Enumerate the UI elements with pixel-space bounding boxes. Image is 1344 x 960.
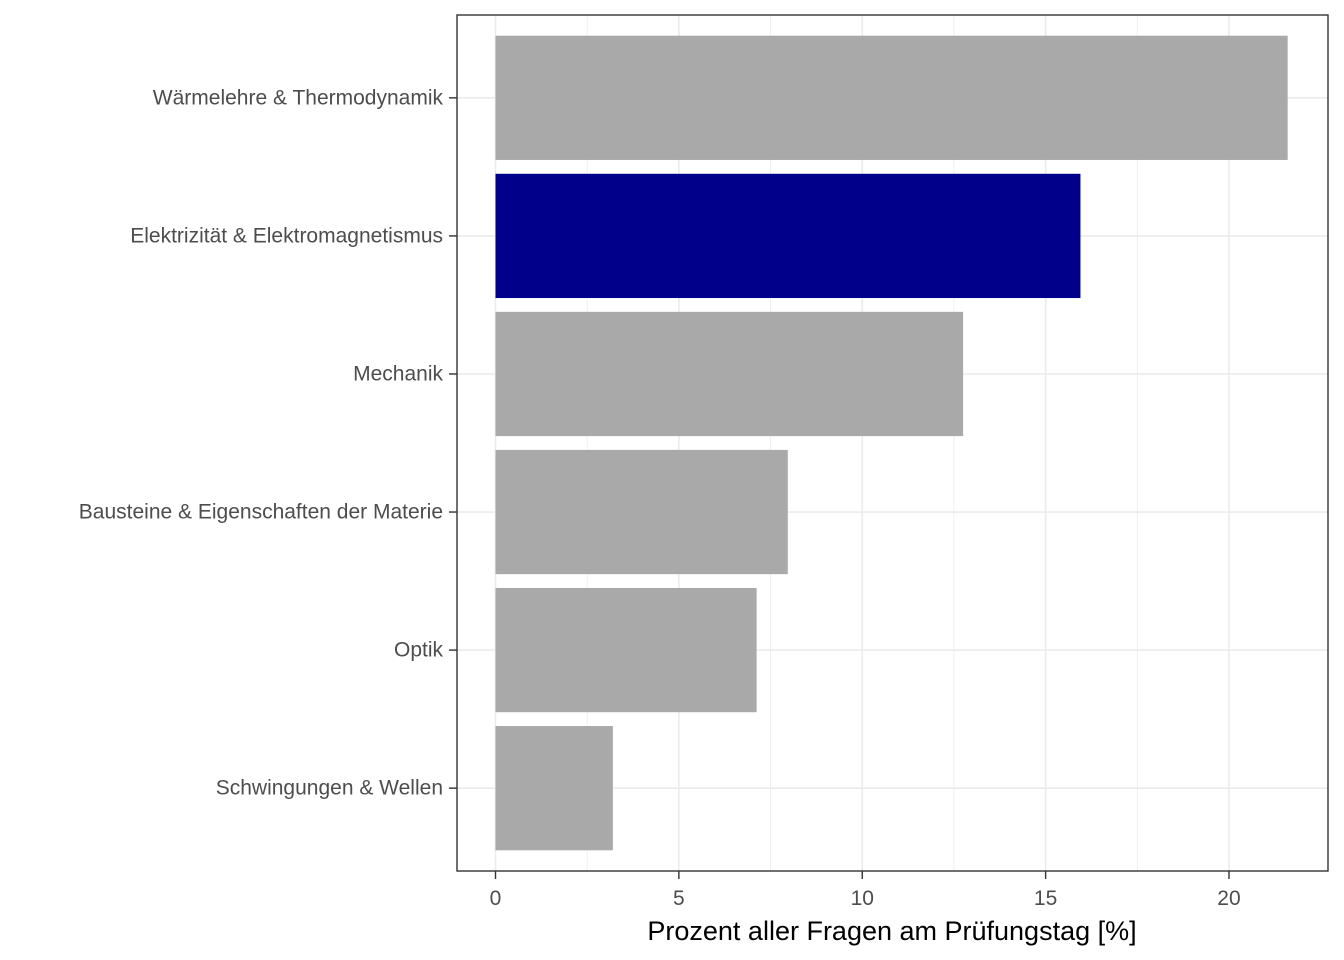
x-tick-label: 10: [851, 887, 874, 910]
bar-5: [495, 726, 613, 851]
y-tick-label: Bausteine & Eigenschaften der Materie: [79, 501, 443, 524]
x-tick-label: 5: [673, 887, 685, 910]
bar-0: [495, 35, 1288, 160]
y-tick-label: Mechanik: [353, 362, 443, 385]
x-tick-label: 0: [490, 887, 502, 910]
bar-2: [495, 311, 964, 437]
y-tick-label: Elektrizität & Elektromagnetismus: [130, 224, 443, 247]
y-tick-label: Wärmelehre & Thermodynamik: [153, 86, 444, 109]
bar-4: [495, 587, 757, 713]
bar-3: [495, 449, 788, 575]
y-tick-label: Schwingungen & Wellen: [216, 777, 443, 800]
panel-border: [456, 14, 1329, 872]
x-axis-title: Prozent aller Fragen am Prüfungstag [%]: [647, 916, 1136, 946]
bars: [495, 35, 1288, 851]
x-tick-label: 20: [1217, 887, 1240, 910]
bar-1: [495, 173, 1081, 299]
x-axis-ticks: 0 5 10 15 20: [490, 871, 1241, 910]
y-tick-label: Optik: [394, 639, 444, 662]
x-tick-label: 15: [1034, 887, 1057, 910]
y-axis-ticks: Wärmelehre & Thermodynamik Elektrizität &…: [79, 86, 457, 800]
